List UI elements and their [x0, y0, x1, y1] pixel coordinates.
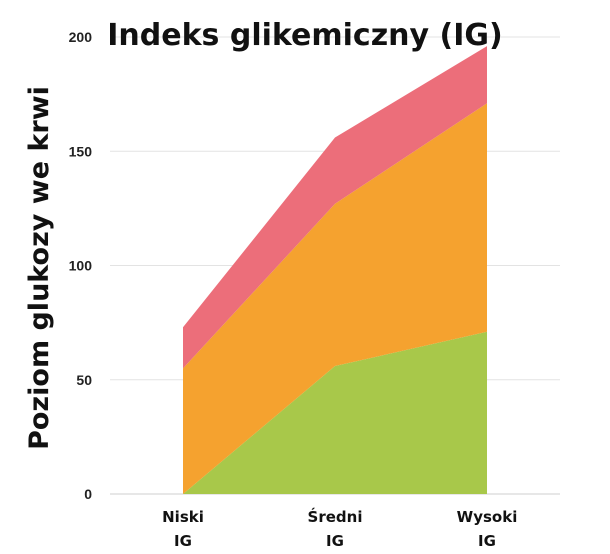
y-tick-label: 100	[69, 258, 93, 274]
x-category-label: Wysoki	[457, 508, 518, 526]
y-tick-label: 50	[76, 372, 92, 388]
x-category-label: Niski	[162, 508, 204, 526]
y-tick-label: 0	[84, 486, 92, 502]
area-series-2	[183, 46, 487, 369]
y-tick-label: 200	[69, 29, 93, 45]
x-category-label: IG	[478, 532, 496, 550]
area-series-0	[183, 331, 487, 494]
area-series-1	[183, 103, 487, 494]
chart-title: Indeks glikemiczny (IG)	[107, 18, 502, 53]
y-axis-label: Poziom glukozy we krwi	[24, 86, 55, 450]
x-category-label: IG	[174, 532, 192, 550]
x-category-label: Średni	[308, 507, 363, 526]
x-category-label: IG	[326, 532, 344, 550]
y-tick-label: 150	[69, 143, 93, 159]
